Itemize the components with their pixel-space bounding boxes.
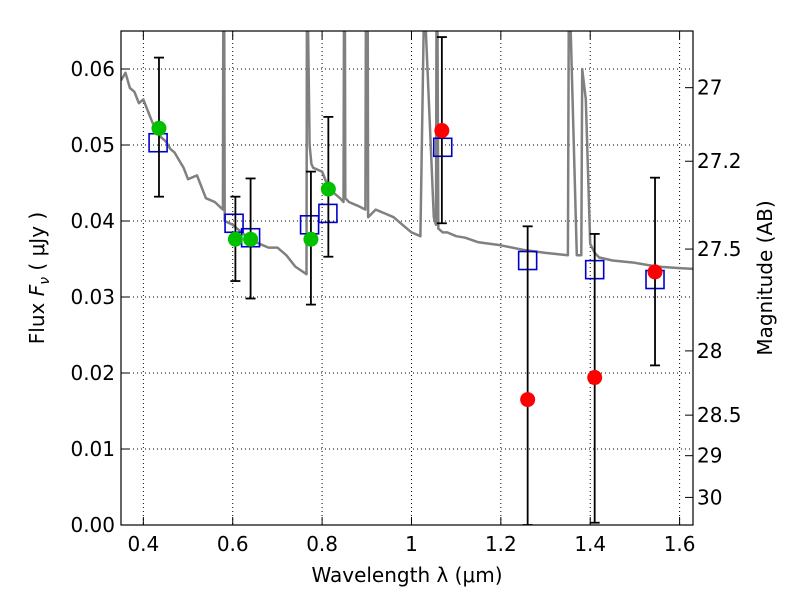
x-tick-label: 1.2 xyxy=(485,532,517,556)
y-axis-label-left: Flux Fν ( μJy ) xyxy=(25,212,53,344)
grid xyxy=(121,31,693,525)
observed-detection-point xyxy=(243,231,259,247)
y-axis-label-right: Magnitude (AB) xyxy=(753,200,777,355)
observed-red-point xyxy=(520,392,536,408)
mag-tick-label: 30 xyxy=(697,485,722,509)
y-tick-label: 0.01 xyxy=(70,437,115,461)
x-tick-label: 0.8 xyxy=(306,532,338,556)
axis-ticks xyxy=(121,31,693,526)
observed-red-point xyxy=(587,370,603,386)
y-tick-label: 0.06 xyxy=(70,57,115,81)
model-flux-square xyxy=(299,215,320,235)
mag-tick-label: 28.5 xyxy=(697,403,742,427)
x-tick-label: 1 xyxy=(405,532,418,556)
y-tick-label: 0.05 xyxy=(70,133,115,157)
y-tick-label: 0.00 xyxy=(70,513,115,537)
observed-detection-point xyxy=(227,231,243,247)
x-tick-label: 0.6 xyxy=(217,532,249,556)
plot-frame xyxy=(120,30,694,526)
y-tick-label: 0.04 xyxy=(70,209,115,233)
observed-points xyxy=(151,120,663,408)
observed-detection-point xyxy=(303,231,319,247)
observed-detection-point xyxy=(320,181,336,197)
error-bars xyxy=(153,36,661,525)
mag-tick-label: 27.5 xyxy=(697,237,742,261)
mag-tick-label: 27 xyxy=(697,76,722,100)
mag-tick-label: 27.2 xyxy=(697,149,742,173)
y-tick-label: 0.02 xyxy=(70,361,115,385)
model-spectrum-line xyxy=(121,31,693,276)
mag-tick-label: 28 xyxy=(697,339,722,363)
x-tick-label: 1.4 xyxy=(574,532,606,556)
x-axis-label: Wavelength λ (μm) xyxy=(311,563,502,587)
mag-tick-label: 29 xyxy=(697,444,722,468)
plot-area xyxy=(121,31,693,525)
observed-red-point xyxy=(434,123,450,139)
observed-detection-point xyxy=(151,120,167,136)
y-tick-label: 0.03 xyxy=(70,285,115,309)
tick-labels: 0.4 0.6 0.8 1 1.2 1.4 1.6 0.00 0.01 0.02 0.03 0.04 0… xyxy=(70,57,741,556)
observed-red-point xyxy=(647,264,663,280)
x-tick-label: 1.6 xyxy=(664,532,696,556)
x-tick-label: 0.4 xyxy=(127,532,159,556)
